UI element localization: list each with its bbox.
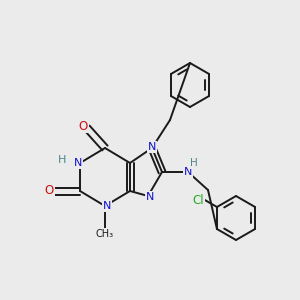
Text: N: N	[103, 201, 111, 211]
Text: N: N	[103, 201, 111, 211]
Text: H: H	[58, 155, 66, 165]
Text: O: O	[44, 184, 54, 197]
Text: O: O	[44, 184, 54, 197]
Text: H: H	[190, 158, 198, 168]
Text: N: N	[74, 158, 82, 168]
Text: N: N	[146, 192, 154, 202]
Text: N: N	[74, 158, 82, 168]
Text: N: N	[146, 192, 154, 202]
Text: N: N	[184, 167, 192, 177]
Text: CH₃: CH₃	[96, 229, 114, 239]
Text: N: N	[148, 142, 156, 152]
Text: H: H	[190, 158, 198, 168]
Text: N: N	[148, 142, 156, 152]
Text: O: O	[78, 119, 88, 133]
Text: Cl: Cl	[193, 194, 204, 208]
Text: O: O	[78, 119, 88, 133]
Text: H: H	[58, 155, 66, 165]
Text: N: N	[184, 167, 192, 177]
